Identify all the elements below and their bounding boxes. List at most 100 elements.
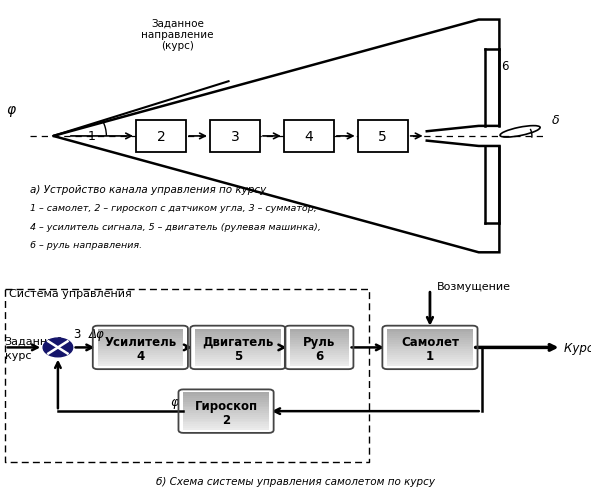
FancyBboxPatch shape xyxy=(195,347,281,349)
Text: 5: 5 xyxy=(234,349,242,363)
FancyBboxPatch shape xyxy=(195,355,281,357)
FancyBboxPatch shape xyxy=(387,365,473,366)
FancyBboxPatch shape xyxy=(290,363,349,365)
FancyBboxPatch shape xyxy=(195,349,281,351)
FancyBboxPatch shape xyxy=(98,349,183,351)
Text: Самолет: Самолет xyxy=(401,335,459,348)
Text: 3: 3 xyxy=(73,327,80,340)
FancyBboxPatch shape xyxy=(195,331,281,333)
FancyBboxPatch shape xyxy=(98,346,183,347)
FancyBboxPatch shape xyxy=(290,357,349,359)
Text: 4: 4 xyxy=(304,130,313,143)
Text: 2: 2 xyxy=(157,130,165,143)
FancyBboxPatch shape xyxy=(387,363,473,365)
Text: б) Схема системы управления самолетом по курсу: б) Схема системы управления самолетом по… xyxy=(156,475,435,486)
FancyBboxPatch shape xyxy=(98,347,183,349)
FancyBboxPatch shape xyxy=(387,338,473,340)
FancyBboxPatch shape xyxy=(98,342,183,344)
FancyBboxPatch shape xyxy=(183,396,269,398)
FancyBboxPatch shape xyxy=(195,344,281,346)
FancyBboxPatch shape xyxy=(290,351,349,353)
FancyBboxPatch shape xyxy=(183,428,269,430)
FancyBboxPatch shape xyxy=(387,335,473,337)
FancyBboxPatch shape xyxy=(387,357,473,359)
Text: 5: 5 xyxy=(378,130,387,143)
FancyBboxPatch shape xyxy=(183,413,269,415)
FancyBboxPatch shape xyxy=(290,337,349,338)
FancyBboxPatch shape xyxy=(195,357,281,359)
FancyBboxPatch shape xyxy=(290,340,349,342)
FancyBboxPatch shape xyxy=(195,333,281,335)
FancyBboxPatch shape xyxy=(387,337,473,338)
FancyBboxPatch shape xyxy=(387,359,473,361)
Text: 3: 3 xyxy=(230,130,239,143)
FancyBboxPatch shape xyxy=(98,363,183,365)
FancyBboxPatch shape xyxy=(98,329,183,331)
FancyBboxPatch shape xyxy=(195,363,281,365)
Text: 6 – руль направления.: 6 – руль направления. xyxy=(30,241,142,249)
FancyBboxPatch shape xyxy=(290,361,349,363)
FancyBboxPatch shape xyxy=(195,359,281,361)
FancyBboxPatch shape xyxy=(387,344,473,346)
Text: 4 – усилитель сигнала, 5 – двигатель (рулевая машинка),: 4 – усилитель сигнала, 5 – двигатель (ру… xyxy=(30,222,320,231)
Ellipse shape xyxy=(500,126,540,138)
FancyBboxPatch shape xyxy=(183,417,269,419)
Text: 4: 4 xyxy=(137,349,144,363)
Text: Двигатель: Двигатель xyxy=(202,335,274,348)
FancyBboxPatch shape xyxy=(183,400,269,402)
FancyBboxPatch shape xyxy=(290,331,349,333)
FancyBboxPatch shape xyxy=(387,361,473,363)
FancyBboxPatch shape xyxy=(98,337,183,338)
Text: Заданное
направление
(курс): Заданное направление (курс) xyxy=(141,18,213,51)
FancyBboxPatch shape xyxy=(98,338,183,340)
FancyBboxPatch shape xyxy=(290,365,349,366)
FancyBboxPatch shape xyxy=(195,353,281,355)
FancyBboxPatch shape xyxy=(98,335,183,337)
FancyBboxPatch shape xyxy=(387,346,473,347)
FancyBboxPatch shape xyxy=(387,355,473,357)
Text: 1: 1 xyxy=(426,349,434,363)
FancyBboxPatch shape xyxy=(195,351,281,353)
FancyBboxPatch shape xyxy=(98,344,183,346)
FancyBboxPatch shape xyxy=(195,335,281,337)
FancyBboxPatch shape xyxy=(195,361,281,363)
FancyBboxPatch shape xyxy=(387,349,473,351)
Text: Возмущение: Возмущение xyxy=(437,281,511,291)
FancyBboxPatch shape xyxy=(183,421,269,423)
Text: Δφ: Δφ xyxy=(89,327,104,340)
FancyBboxPatch shape xyxy=(290,335,349,337)
FancyBboxPatch shape xyxy=(98,353,183,355)
Text: 6: 6 xyxy=(315,349,323,363)
FancyBboxPatch shape xyxy=(183,411,269,413)
FancyBboxPatch shape xyxy=(183,392,269,394)
FancyBboxPatch shape xyxy=(98,357,183,359)
Text: φ: φ xyxy=(6,102,15,116)
Text: Заданный: Заданный xyxy=(5,336,64,346)
FancyBboxPatch shape xyxy=(183,404,269,406)
FancyBboxPatch shape xyxy=(183,425,269,427)
FancyBboxPatch shape xyxy=(290,333,349,335)
FancyBboxPatch shape xyxy=(98,340,183,342)
FancyBboxPatch shape xyxy=(387,342,473,344)
FancyBboxPatch shape xyxy=(195,338,281,340)
FancyBboxPatch shape xyxy=(290,359,349,361)
Text: Курс φ: Курс φ xyxy=(564,341,591,354)
FancyBboxPatch shape xyxy=(98,361,183,363)
FancyBboxPatch shape xyxy=(290,353,349,355)
FancyBboxPatch shape xyxy=(183,409,269,411)
FancyBboxPatch shape xyxy=(290,344,349,346)
Text: Руль: Руль xyxy=(303,335,335,348)
FancyBboxPatch shape xyxy=(183,419,269,421)
FancyBboxPatch shape xyxy=(358,121,408,153)
FancyBboxPatch shape xyxy=(290,338,349,340)
FancyBboxPatch shape xyxy=(98,331,183,333)
FancyBboxPatch shape xyxy=(98,351,183,353)
Text: 6: 6 xyxy=(502,60,509,73)
FancyBboxPatch shape xyxy=(290,346,349,347)
FancyBboxPatch shape xyxy=(284,121,334,153)
FancyBboxPatch shape xyxy=(195,340,281,342)
FancyBboxPatch shape xyxy=(98,365,183,366)
FancyBboxPatch shape xyxy=(98,333,183,335)
FancyBboxPatch shape xyxy=(183,398,269,400)
Text: Усилитель: Усилитель xyxy=(104,335,177,348)
